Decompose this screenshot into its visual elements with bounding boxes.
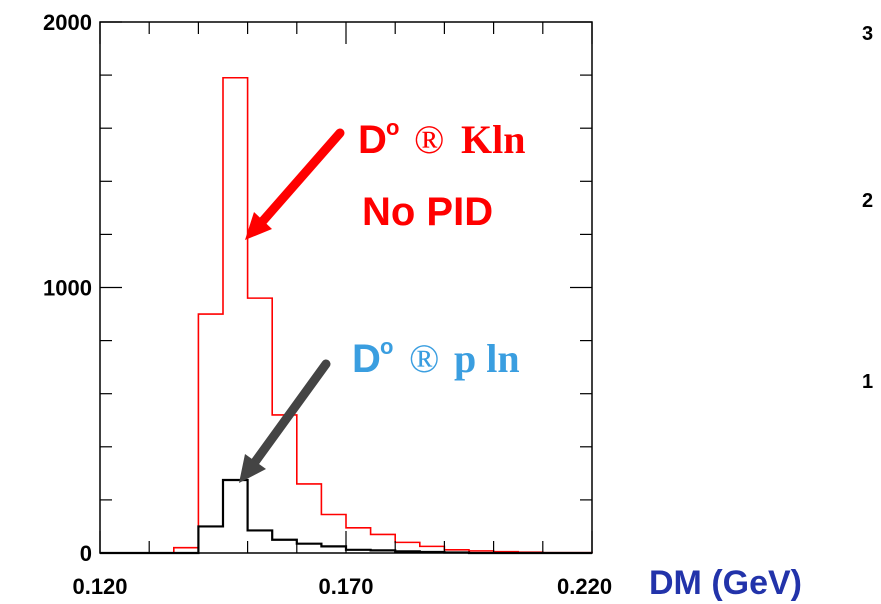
y-tick-label: 1000 xyxy=(43,276,92,301)
x-tick-label: 0.120 xyxy=(72,574,127,599)
black-arrow-head xyxy=(239,454,266,483)
partial-chart-tick-label: 1 xyxy=(862,371,873,393)
x-axis-label: DM (GeV) xyxy=(649,564,802,602)
partial-chart-tick-label: 3 xyxy=(862,23,873,45)
red-arrow-head xyxy=(245,212,272,240)
red-annotation-kln: Kln xyxy=(461,117,525,162)
red-annotation-no-pid: No PID xyxy=(362,190,493,234)
blue-annotation-d: D xyxy=(352,337,381,381)
blue-annotation-piln: p ln xyxy=(454,336,520,381)
histogram-series-kln xyxy=(100,76,593,554)
blue-annotation-sup: o xyxy=(380,334,393,359)
y-tick-label: 2000 xyxy=(43,10,92,35)
partial-chart-tick-label: 2 xyxy=(862,190,873,212)
plot-frame xyxy=(99,21,593,554)
x-tick-label: 0.220 xyxy=(557,574,612,599)
y-tick-label: 0 xyxy=(80,541,92,566)
blue-annotation-arrow-symbol: ® xyxy=(409,336,439,381)
red-annotation-arrow-symbol: ® xyxy=(414,117,444,162)
red-annotation-d: D xyxy=(358,118,387,162)
black-arrow-shaft xyxy=(250,359,331,467)
plot-area: 0 1000 2000 0.120 0.170 0.220 DM (GeV) 3 2 1 D o ® Kl… xyxy=(43,10,873,602)
red-arrow-shaft xyxy=(257,128,345,227)
x-tick-label: 0.170 xyxy=(318,574,373,599)
red-annotation-sup: o xyxy=(386,115,399,140)
